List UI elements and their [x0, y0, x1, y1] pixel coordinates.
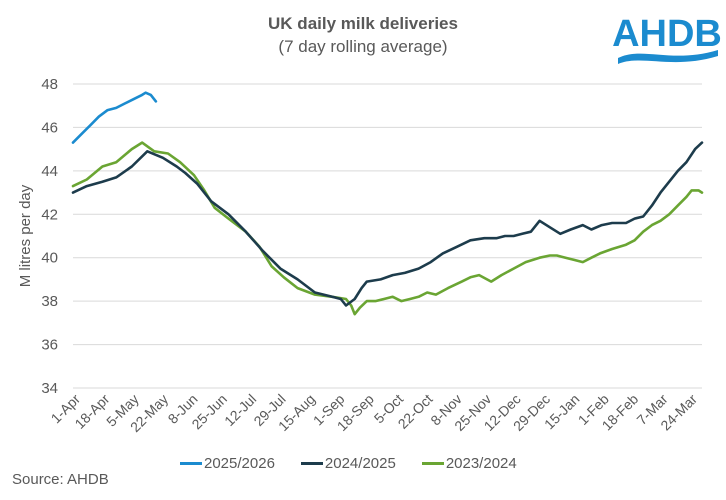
y-tick-label: 38: [41, 293, 58, 310]
series-line-2023-2024: [71, 141, 704, 316]
legend-label: 2023/2024: [445, 455, 517, 472]
legend-item: 2025/2026: [180, 455, 275, 472]
x-tick-label: 12-Jul: [221, 391, 259, 429]
y-tick-label: 46: [41, 119, 58, 136]
ahdb-logo: AHDB: [612, 13, 722, 64]
series-line-2025-2026: [71, 91, 158, 144]
chart-subtitle: (7 day rolling average): [278, 37, 448, 56]
y-tick-label: 34: [41, 380, 58, 397]
legend-swatch: [300, 462, 323, 465]
legend-item: 2024/2025: [300, 455, 396, 472]
y-tick-label: 40: [41, 250, 58, 267]
chart-title: UK daily milk deliveries: [268, 14, 458, 33]
ahdb-logo-wave: [618, 50, 718, 64]
series-lines: [71, 91, 704, 316]
legend-item: 2023/2024: [421, 455, 517, 472]
legend-swatch: [421, 462, 444, 465]
legend-label: 2025/2026: [204, 455, 275, 472]
y-axis-label: M litres per day: [17, 184, 34, 287]
y-axis-ticks: 34 36 38 40 42 44 46 48: [41, 76, 58, 397]
series-line-2024-2025: [71, 141, 704, 307]
ahdb-logo-text: AHDB: [612, 13, 722, 55]
y-tick-label: 36: [41, 337, 58, 354]
y-tick-label: 44: [41, 163, 58, 180]
y-tick-label: 48: [41, 76, 58, 93]
legend: 2025/2026 2024/2025 2023/2024: [180, 455, 517, 472]
legend-swatch: [180, 462, 202, 465]
gridlines: [73, 83, 702, 389]
y-tick-label: 42: [41, 206, 58, 223]
legend-label: 2024/2025: [324, 455, 396, 472]
x-axis-ticks: 1-Apr18-Apr5-May22-May8-Jun25-Jun12-Jul2…: [48, 391, 701, 436]
source-note: Source: AHDB: [12, 471, 109, 488]
